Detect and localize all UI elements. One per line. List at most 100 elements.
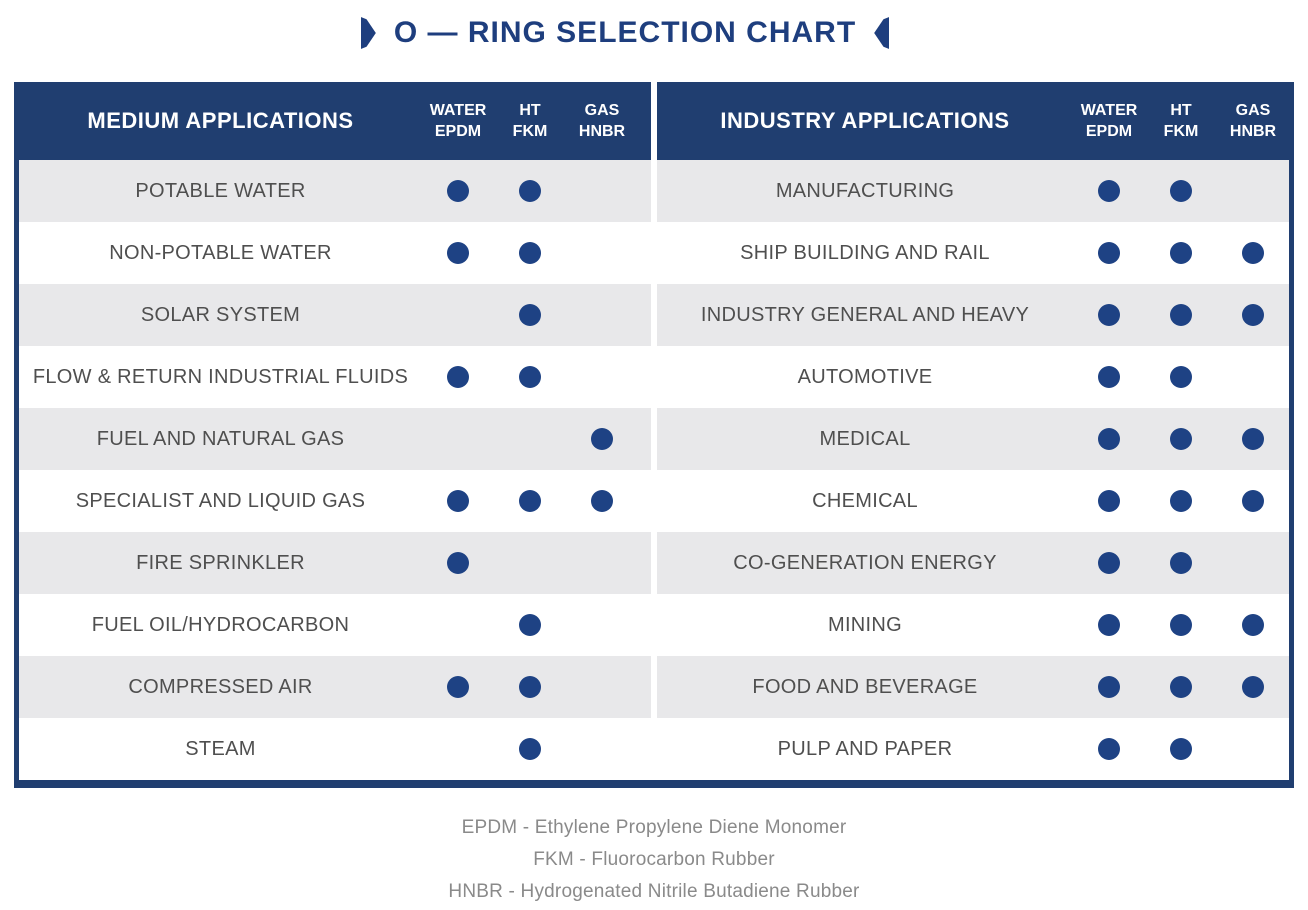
dot-indicator bbox=[1098, 676, 1120, 698]
cell-gas-hnbr bbox=[1217, 594, 1289, 656]
dot-indicator bbox=[1098, 614, 1120, 636]
dot-indicator bbox=[519, 304, 541, 326]
cell-ht-fkm bbox=[494, 594, 566, 656]
cell-water-epdm bbox=[1073, 594, 1145, 656]
dot-indicator bbox=[447, 242, 469, 264]
title-text: O — RING SELECTION CHART bbox=[393, 16, 857, 49]
dot-indicator bbox=[1098, 242, 1120, 264]
cell-water-epdm bbox=[1073, 532, 1145, 594]
table-row: CO-GENERATION ENERGY bbox=[657, 532, 1289, 594]
cell-gas-hnbr bbox=[566, 346, 638, 408]
cell-gas-hnbr bbox=[566, 160, 638, 222]
cell-gas-hnbr bbox=[1217, 470, 1289, 532]
column-header-line1: GAS bbox=[1235, 102, 1271, 119]
cell-ht-fkm bbox=[1145, 408, 1217, 470]
dot-indicator bbox=[1170, 428, 1192, 450]
dot-indicator bbox=[1242, 304, 1264, 326]
row-label: FUEL OIL/HYDROCARBON bbox=[91, 613, 350, 636]
dot-indicator bbox=[1170, 738, 1192, 760]
table-row: MEDICAL bbox=[657, 408, 1289, 470]
cell-ht-fkm bbox=[1145, 656, 1217, 718]
cell-water-epdm bbox=[1073, 408, 1145, 470]
cell-water-epdm bbox=[422, 532, 494, 594]
column-header: GAS HNBR bbox=[1217, 100, 1289, 142]
dot-indicator bbox=[1098, 366, 1120, 388]
cell-gas-hnbr bbox=[566, 408, 638, 470]
table-row: CHEMICAL bbox=[657, 470, 1289, 532]
table-row: AUTOMOTIVE bbox=[657, 346, 1289, 408]
row-label: SHIP BUILDING AND RAIL bbox=[740, 241, 990, 264]
table-row: SPECIALIST AND LIQUID GAS bbox=[19, 470, 651, 532]
row-label: FLOW & RETURN INDUSTRIAL FLUIDS bbox=[32, 365, 409, 388]
column-header-line1: GAS bbox=[584, 102, 620, 119]
row-label: AUTOMOTIVE bbox=[797, 365, 933, 388]
legend-line-epdm: EPDM - Ethylene Propylene Diene Monomer bbox=[461, 817, 847, 838]
cell-gas-hnbr bbox=[1217, 284, 1289, 346]
dot-indicator bbox=[1098, 490, 1120, 512]
column-header: GAS HNBR bbox=[566, 100, 638, 142]
cell-ht-fkm bbox=[1145, 532, 1217, 594]
table-row: FIRE SPRINKLER bbox=[19, 532, 651, 594]
dot-indicator bbox=[519, 242, 541, 264]
dot-indicator bbox=[519, 366, 541, 388]
table-header: INDUSTRY APPLICATIONS WATER EPDM HT FKM … bbox=[657, 82, 1289, 160]
table-row: FUEL OIL/HYDROCARBON bbox=[19, 594, 651, 656]
cell-ht-fkm bbox=[1145, 470, 1217, 532]
dot-indicator bbox=[1170, 614, 1192, 636]
cell-water-epdm bbox=[1073, 346, 1145, 408]
column-header-line1: HT bbox=[519, 102, 541, 119]
cell-gas-hnbr bbox=[566, 532, 638, 594]
row-label: MEDICAL bbox=[819, 427, 911, 450]
cell-water-epdm bbox=[422, 222, 494, 284]
column-header: WATER EPDM bbox=[422, 100, 494, 142]
dot-indicator bbox=[519, 490, 541, 512]
row-label: NON-POTABLE WATER bbox=[109, 241, 332, 264]
dot-indicator bbox=[447, 366, 469, 388]
cell-ht-fkm bbox=[1145, 718, 1217, 780]
cell-ht-fkm bbox=[494, 284, 566, 346]
table-row: SHIP BUILDING AND RAIL bbox=[657, 222, 1289, 284]
dot-indicator bbox=[1098, 552, 1120, 574]
table-row: NON-POTABLE WATER bbox=[19, 222, 651, 284]
column-header-line2: EPDM bbox=[1085, 123, 1133, 140]
cell-gas-hnbr bbox=[1217, 346, 1289, 408]
row-label: SPECIALIST AND LIQUID GAS bbox=[75, 489, 366, 512]
page-title: O — RING SELECTION CHART bbox=[0, 10, 1250, 56]
column-header-line2: FKM bbox=[512, 123, 548, 140]
row-label: MANUFACTURING bbox=[775, 179, 955, 202]
cell-gas-hnbr bbox=[566, 718, 638, 780]
cell-ht-fkm bbox=[494, 656, 566, 718]
row-label: FOOD AND BEVERAGE bbox=[752, 675, 978, 698]
cell-ht-fkm bbox=[494, 222, 566, 284]
dot-indicator bbox=[591, 428, 613, 450]
cell-water-epdm bbox=[422, 284, 494, 346]
cell-ht-fkm bbox=[1145, 222, 1217, 284]
column-header: WATER EPDM bbox=[1073, 100, 1145, 142]
cell-gas-hnbr bbox=[566, 284, 638, 346]
material-legend: EPDM - Ethylene Propylene Diene Monomer … bbox=[0, 812, 1308, 908]
legend-line-fkm: FKM - Fluorocarbon Rubber bbox=[533, 849, 775, 870]
cell-gas-hnbr bbox=[566, 470, 638, 532]
column-header-line2: HNBR bbox=[1229, 123, 1277, 140]
row-label: PULP AND PAPER bbox=[777, 737, 953, 760]
cell-ht-fkm bbox=[1145, 594, 1217, 656]
cell-water-epdm bbox=[422, 160, 494, 222]
dot-indicator bbox=[1170, 366, 1192, 388]
cell-gas-hnbr bbox=[566, 656, 638, 718]
row-label: INDUSTRY GENERAL AND HEAVY bbox=[700, 303, 1030, 326]
cell-ht-fkm bbox=[494, 532, 566, 594]
dot-indicator bbox=[1170, 490, 1192, 512]
column-header-line2: EPDM bbox=[434, 123, 482, 140]
cell-ht-fkm bbox=[1145, 284, 1217, 346]
cell-gas-hnbr bbox=[1217, 718, 1289, 780]
row-label: MINING bbox=[827, 613, 903, 636]
cell-water-epdm bbox=[1073, 656, 1145, 718]
cell-water-epdm bbox=[1073, 284, 1145, 346]
row-label: FIRE SPRINKLER bbox=[136, 551, 305, 574]
oring-selection-table: MEDIUM APPLICATIONS WATER EPDM HT FKM GA… bbox=[14, 82, 1294, 788]
table-row: COMPRESSED AIR bbox=[19, 656, 651, 718]
cell-water-epdm bbox=[422, 656, 494, 718]
table-header: MEDIUM APPLICATIONS WATER EPDM HT FKM GA… bbox=[19, 82, 651, 160]
cell-gas-hnbr bbox=[1217, 656, 1289, 718]
table-row: MANUFACTURING bbox=[657, 160, 1289, 222]
